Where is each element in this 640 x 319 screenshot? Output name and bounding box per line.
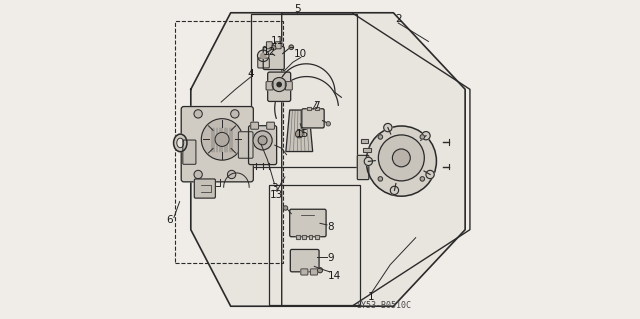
Text: 10: 10 xyxy=(294,49,307,59)
Text: 1: 1 xyxy=(368,292,374,302)
Bar xyxy=(175,21,284,263)
Circle shape xyxy=(257,50,269,62)
Text: 2: 2 xyxy=(395,14,401,24)
Circle shape xyxy=(364,157,372,166)
Circle shape xyxy=(284,206,288,210)
Text: 9: 9 xyxy=(328,253,334,263)
Circle shape xyxy=(276,82,282,87)
Text: SY53-B0510C: SY53-B0510C xyxy=(356,301,412,310)
Circle shape xyxy=(390,186,399,195)
Bar xyxy=(307,107,311,110)
FancyBboxPatch shape xyxy=(251,122,259,129)
FancyBboxPatch shape xyxy=(290,209,326,237)
Bar xyxy=(315,235,319,239)
Circle shape xyxy=(202,119,243,160)
Circle shape xyxy=(378,135,383,139)
Circle shape xyxy=(258,136,267,145)
Bar xyxy=(308,235,312,239)
Ellipse shape xyxy=(173,134,187,152)
Circle shape xyxy=(422,131,430,140)
Text: 15: 15 xyxy=(296,129,309,139)
Text: 12: 12 xyxy=(263,47,276,57)
FancyBboxPatch shape xyxy=(263,47,284,70)
FancyBboxPatch shape xyxy=(310,269,317,275)
Circle shape xyxy=(289,45,294,49)
FancyBboxPatch shape xyxy=(301,269,308,275)
Circle shape xyxy=(194,170,202,179)
Bar xyxy=(315,107,319,110)
Circle shape xyxy=(392,149,410,167)
Bar xyxy=(315,235,319,239)
Text: 8: 8 xyxy=(328,222,334,232)
Text: 14: 14 xyxy=(328,271,341,281)
Circle shape xyxy=(271,46,276,50)
Circle shape xyxy=(260,53,266,58)
Text: 3: 3 xyxy=(271,182,278,193)
Text: 7: 7 xyxy=(314,101,320,111)
Text: 13: 13 xyxy=(270,190,284,200)
Text: 6: 6 xyxy=(166,215,173,225)
FancyBboxPatch shape xyxy=(357,155,369,180)
Circle shape xyxy=(384,123,392,132)
Ellipse shape xyxy=(177,138,184,148)
FancyBboxPatch shape xyxy=(285,82,292,90)
FancyBboxPatch shape xyxy=(238,132,253,158)
Circle shape xyxy=(378,177,383,181)
Polygon shape xyxy=(286,110,313,152)
FancyBboxPatch shape xyxy=(266,82,273,90)
Polygon shape xyxy=(191,13,465,306)
Circle shape xyxy=(227,170,236,179)
FancyBboxPatch shape xyxy=(267,122,275,129)
Bar xyxy=(361,139,369,143)
Circle shape xyxy=(366,126,436,196)
Bar xyxy=(364,148,371,152)
FancyBboxPatch shape xyxy=(195,179,216,198)
Circle shape xyxy=(326,122,330,126)
FancyBboxPatch shape xyxy=(258,58,269,68)
Text: 5: 5 xyxy=(294,4,300,14)
FancyBboxPatch shape xyxy=(291,249,319,272)
Circle shape xyxy=(253,131,272,150)
Circle shape xyxy=(426,170,434,179)
Bar xyxy=(364,148,371,152)
Bar xyxy=(308,235,312,239)
Circle shape xyxy=(194,110,202,118)
Bar xyxy=(296,235,300,239)
FancyBboxPatch shape xyxy=(268,72,291,101)
Circle shape xyxy=(317,268,323,273)
FancyBboxPatch shape xyxy=(275,42,281,49)
Circle shape xyxy=(378,135,424,181)
Circle shape xyxy=(272,78,286,92)
Text: 4: 4 xyxy=(247,69,254,79)
Bar xyxy=(269,185,360,305)
Text: 11: 11 xyxy=(271,36,284,46)
Bar xyxy=(252,14,356,167)
Circle shape xyxy=(215,132,229,146)
Bar xyxy=(302,235,306,239)
Circle shape xyxy=(420,177,424,181)
FancyBboxPatch shape xyxy=(266,42,272,49)
Bar xyxy=(307,107,311,110)
FancyBboxPatch shape xyxy=(181,107,253,182)
FancyBboxPatch shape xyxy=(183,140,196,164)
Bar xyxy=(361,139,369,143)
Circle shape xyxy=(230,110,239,118)
Bar xyxy=(315,107,319,110)
Circle shape xyxy=(296,130,303,138)
Bar xyxy=(296,235,300,239)
Bar xyxy=(302,235,306,239)
FancyBboxPatch shape xyxy=(248,126,276,165)
Circle shape xyxy=(420,135,424,139)
FancyBboxPatch shape xyxy=(302,109,324,128)
